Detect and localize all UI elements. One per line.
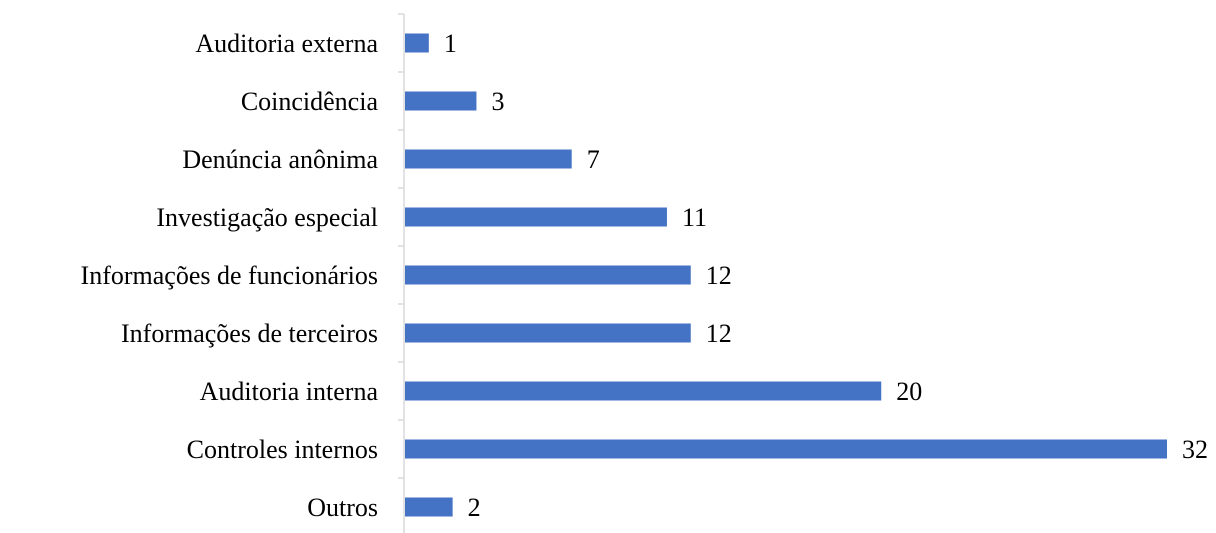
category-label: Informações de terceiros	[121, 319, 378, 348]
axis-ticks	[398, 13, 404, 479]
bar	[405, 33, 429, 53]
data-label: 1	[444, 29, 457, 58]
category-label: Informações de funcionários	[81, 261, 378, 290]
category-label: Outros	[307, 493, 378, 522]
category-label: Investigação especial	[156, 203, 378, 232]
category-label: Controles internos	[187, 435, 378, 464]
value-labels: 1 3 7 11 12 12 20 32 2	[444, 29, 1208, 522]
category-label: Auditoria interna	[200, 377, 379, 406]
bar	[405, 265, 691, 285]
bar	[405, 207, 667, 227]
category-label: Denúncia anônima	[182, 145, 378, 174]
category-label: Auditoria externa	[195, 29, 378, 58]
data-label: 3	[491, 87, 504, 116]
category-labels: Auditoria externa Coincidência Denúncia an…	[81, 29, 379, 522]
data-label: 20	[896, 377, 922, 406]
data-label: 32	[1182, 435, 1208, 464]
data-label: 7	[587, 145, 600, 174]
data-label: 11	[682, 203, 707, 232]
bar	[405, 323, 691, 343]
data-label: 12	[706, 261, 732, 290]
bar	[405, 149, 572, 169]
data-label: 12	[706, 319, 732, 348]
bars	[405, 33, 1167, 517]
data-label: 2	[468, 493, 481, 522]
bar	[405, 91, 477, 111]
category-label: Coincidência	[241, 87, 379, 116]
bar	[405, 381, 882, 401]
bar	[405, 497, 453, 517]
bar	[405, 439, 1167, 459]
